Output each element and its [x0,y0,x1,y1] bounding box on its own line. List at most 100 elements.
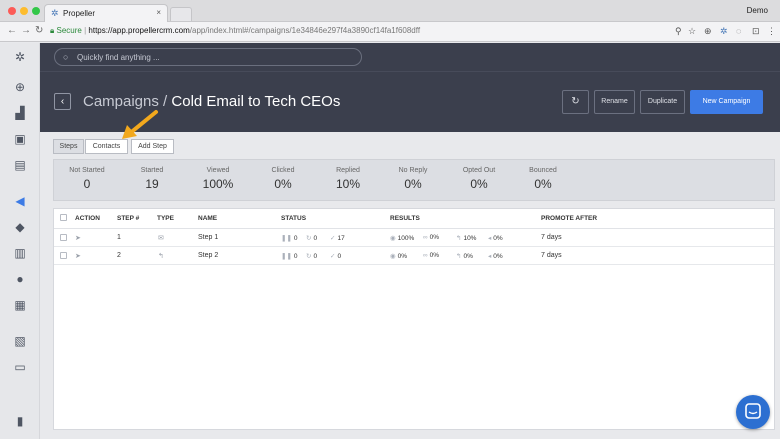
back-arrow-icon[interactable]: ← [7,25,17,36]
result-value: 0% [429,252,440,259]
check-icon: ✓ [330,235,336,242]
profile-name[interactable]: Demo [746,6,768,15]
maximize-window-button[interactable] [32,7,40,15]
loop-icon: ↻ [306,253,312,260]
new-campaign-button[interactable]: New Campaign [690,90,763,114]
companies-icon[interactable]: ▟ [15,106,25,120]
tab-contacts[interactable]: Contacts [85,139,128,154]
tab-add-step[interactable]: Add Step [131,139,174,154]
search-input[interactable]: ○ Quickly find anything ... [54,48,362,66]
mute-icon: ◂ [488,235,492,242]
extension-icon-2[interactable]: ◌ [736,26,742,36]
step-number: 1 [117,234,121,241]
back-button[interactable]: ‹ [54,93,71,110]
contacts-icon[interactable]: ▣ [14,132,26,146]
row-checkbox[interactable] [60,234,67,241]
propeller-logo-icon[interactable]: ✲ [14,50,26,64]
inbox-icon[interactable]: ▥ [14,246,26,260]
duplicate-button[interactable]: Duplicate [640,90,685,114]
annotation-arrow [122,110,158,139]
result-value: 0% [397,253,408,260]
reload-icon[interactable]: ↻ [35,25,44,36]
link-icon: ∞ [423,234,428,241]
result-value: 0% [429,234,440,241]
column-name: NAME [198,215,218,222]
send-action-icon[interactable]: ➤ [75,235,81,242]
stat-replied: Replied 10% [315,167,381,191]
stat-no-reply: No Reply 0% [380,167,446,191]
tasks-check-icon[interactable]: ● [16,272,24,286]
result-value: 100% [397,235,415,242]
stat-value: 0% [534,177,552,191]
menu-dots-icon[interactable]: ⋮ [767,26,776,36]
chat-icon [745,403,761,419]
table-header: ACTION STEP # TYPE NAME STATUS RESULTS P… [54,209,774,229]
propeller-extension-icon[interactable]: ✲ [720,26,728,36]
extension-icon[interactable]: ⊕ [704,26,712,36]
select-all-checkbox[interactable] [60,214,67,221]
stat-label: Clicked [271,167,295,174]
app-sidebar: ✲ ⊕ ▟ ▣ ▤ ◀ ◆ ▥ ● ▦ ▧ ▭ ▮ [0,43,40,439]
secure-label: Secure [56,26,82,35]
compass-icon[interactable]: ⊕ [14,80,26,94]
refresh-button[interactable]: ↻ [562,90,589,114]
tags-icon[interactable]: ◆ [15,220,25,234]
column-promote-after: PROMOTE AFTER [541,215,598,222]
result-clicked: ∞ 0% [423,252,439,259]
chat-launcher-button[interactable] [736,395,770,429]
stat-label: Viewed [206,167,230,174]
status-value: 0 [293,253,298,260]
close-window-button[interactable] [8,7,16,15]
table-row[interactable]: ➤ 2 ↰ Step 2 ❚❚ 0 ↻ 0 ✓ 0 ◉ 0% ∞ 0% ↰ 0% ◂ 0% 7… [54,247,774,265]
stat-label: Replied [336,167,360,174]
column-status: STATUS [281,215,307,222]
browser-tab[interactable]: ✲ Propeller × [44,4,168,22]
send-action-icon[interactable]: ➤ [75,253,81,260]
cast-icon[interactable]: ⊡ [752,26,760,36]
key-icon[interactable]: ⚲ [675,26,682,36]
url-field[interactable]: 🔒︎ Secure | https://app.propellercrm.com… [50,26,421,35]
step-name[interactable]: Step 2 [198,252,219,259]
reports-icon[interactable]: ▧ [14,334,26,348]
stat-value: 0% [470,177,488,191]
notes-icon[interactable]: ▦ [14,298,26,312]
campaign-header: ○ Quickly find anything ... ‹ Campaigns … [40,43,780,132]
stat-started: Started 19 [119,167,185,191]
breadcrumb-campaigns[interactable]: Campaigns / [83,93,168,110]
stat-label: Started [140,167,164,174]
campaigns-megaphone-icon[interactable]: ◀ [15,194,25,208]
campaign-name: Cold Email to Tech CEOs [171,93,341,110]
help-book-icon[interactable]: ▮ [16,414,24,428]
status-sent: ✓ 0 [330,252,341,260]
stat-label: Opted Out [462,167,496,174]
status-value: 0 [313,235,318,242]
deals-briefcase-icon[interactable]: ▤ [14,158,26,172]
table-row[interactable]: ➤ 1 ✉ Step 1 ❚❚ 0 ↻ 0 ✓ 17 ◉ 100% ∞ 0% ↰ 10% ◂… [54,229,774,247]
pause-icon: ❚❚ [281,253,292,260]
new-tab-button[interactable] [170,7,192,21]
stat-opted-out: Opted Out 0% [446,167,512,191]
reply-type-icon: ↰ [158,253,164,260]
result-value: 0% [493,253,503,260]
stat-label: No Reply [398,167,428,174]
result-replied: ↰ 10% [456,234,476,242]
result-viewed: ◉ 0% [390,252,407,260]
stat-value: 0 [83,177,91,191]
minimize-window-button[interactable] [20,7,28,15]
lock-icon: 🔒︎ [50,26,55,35]
eye-icon: ◉ [390,235,396,242]
activity-icon[interactable]: ▭ [14,360,26,374]
tab-steps[interactable]: Steps [53,139,84,154]
reply-icon: ↰ [456,253,462,260]
row-checkbox[interactable] [60,252,67,259]
address-bar: ← → ↻ 🔒︎ Secure | https://app.propellerc… [0,22,780,42]
stat-bounced: Bounced 0% [510,167,576,191]
rename-button[interactable]: Rename [594,90,635,114]
bookmark-star-icon[interactable]: ☆ [688,26,697,36]
check-icon: ✓ [330,253,336,260]
tab-close-icon[interactable]: × [156,8,161,17]
browser-titlebar: ✲ Propeller × Demo [0,0,780,22]
search-icon: ○ [63,52,69,62]
step-name[interactable]: Step 1 [198,234,219,241]
forward-arrow-icon[interactable]: → [21,25,31,36]
